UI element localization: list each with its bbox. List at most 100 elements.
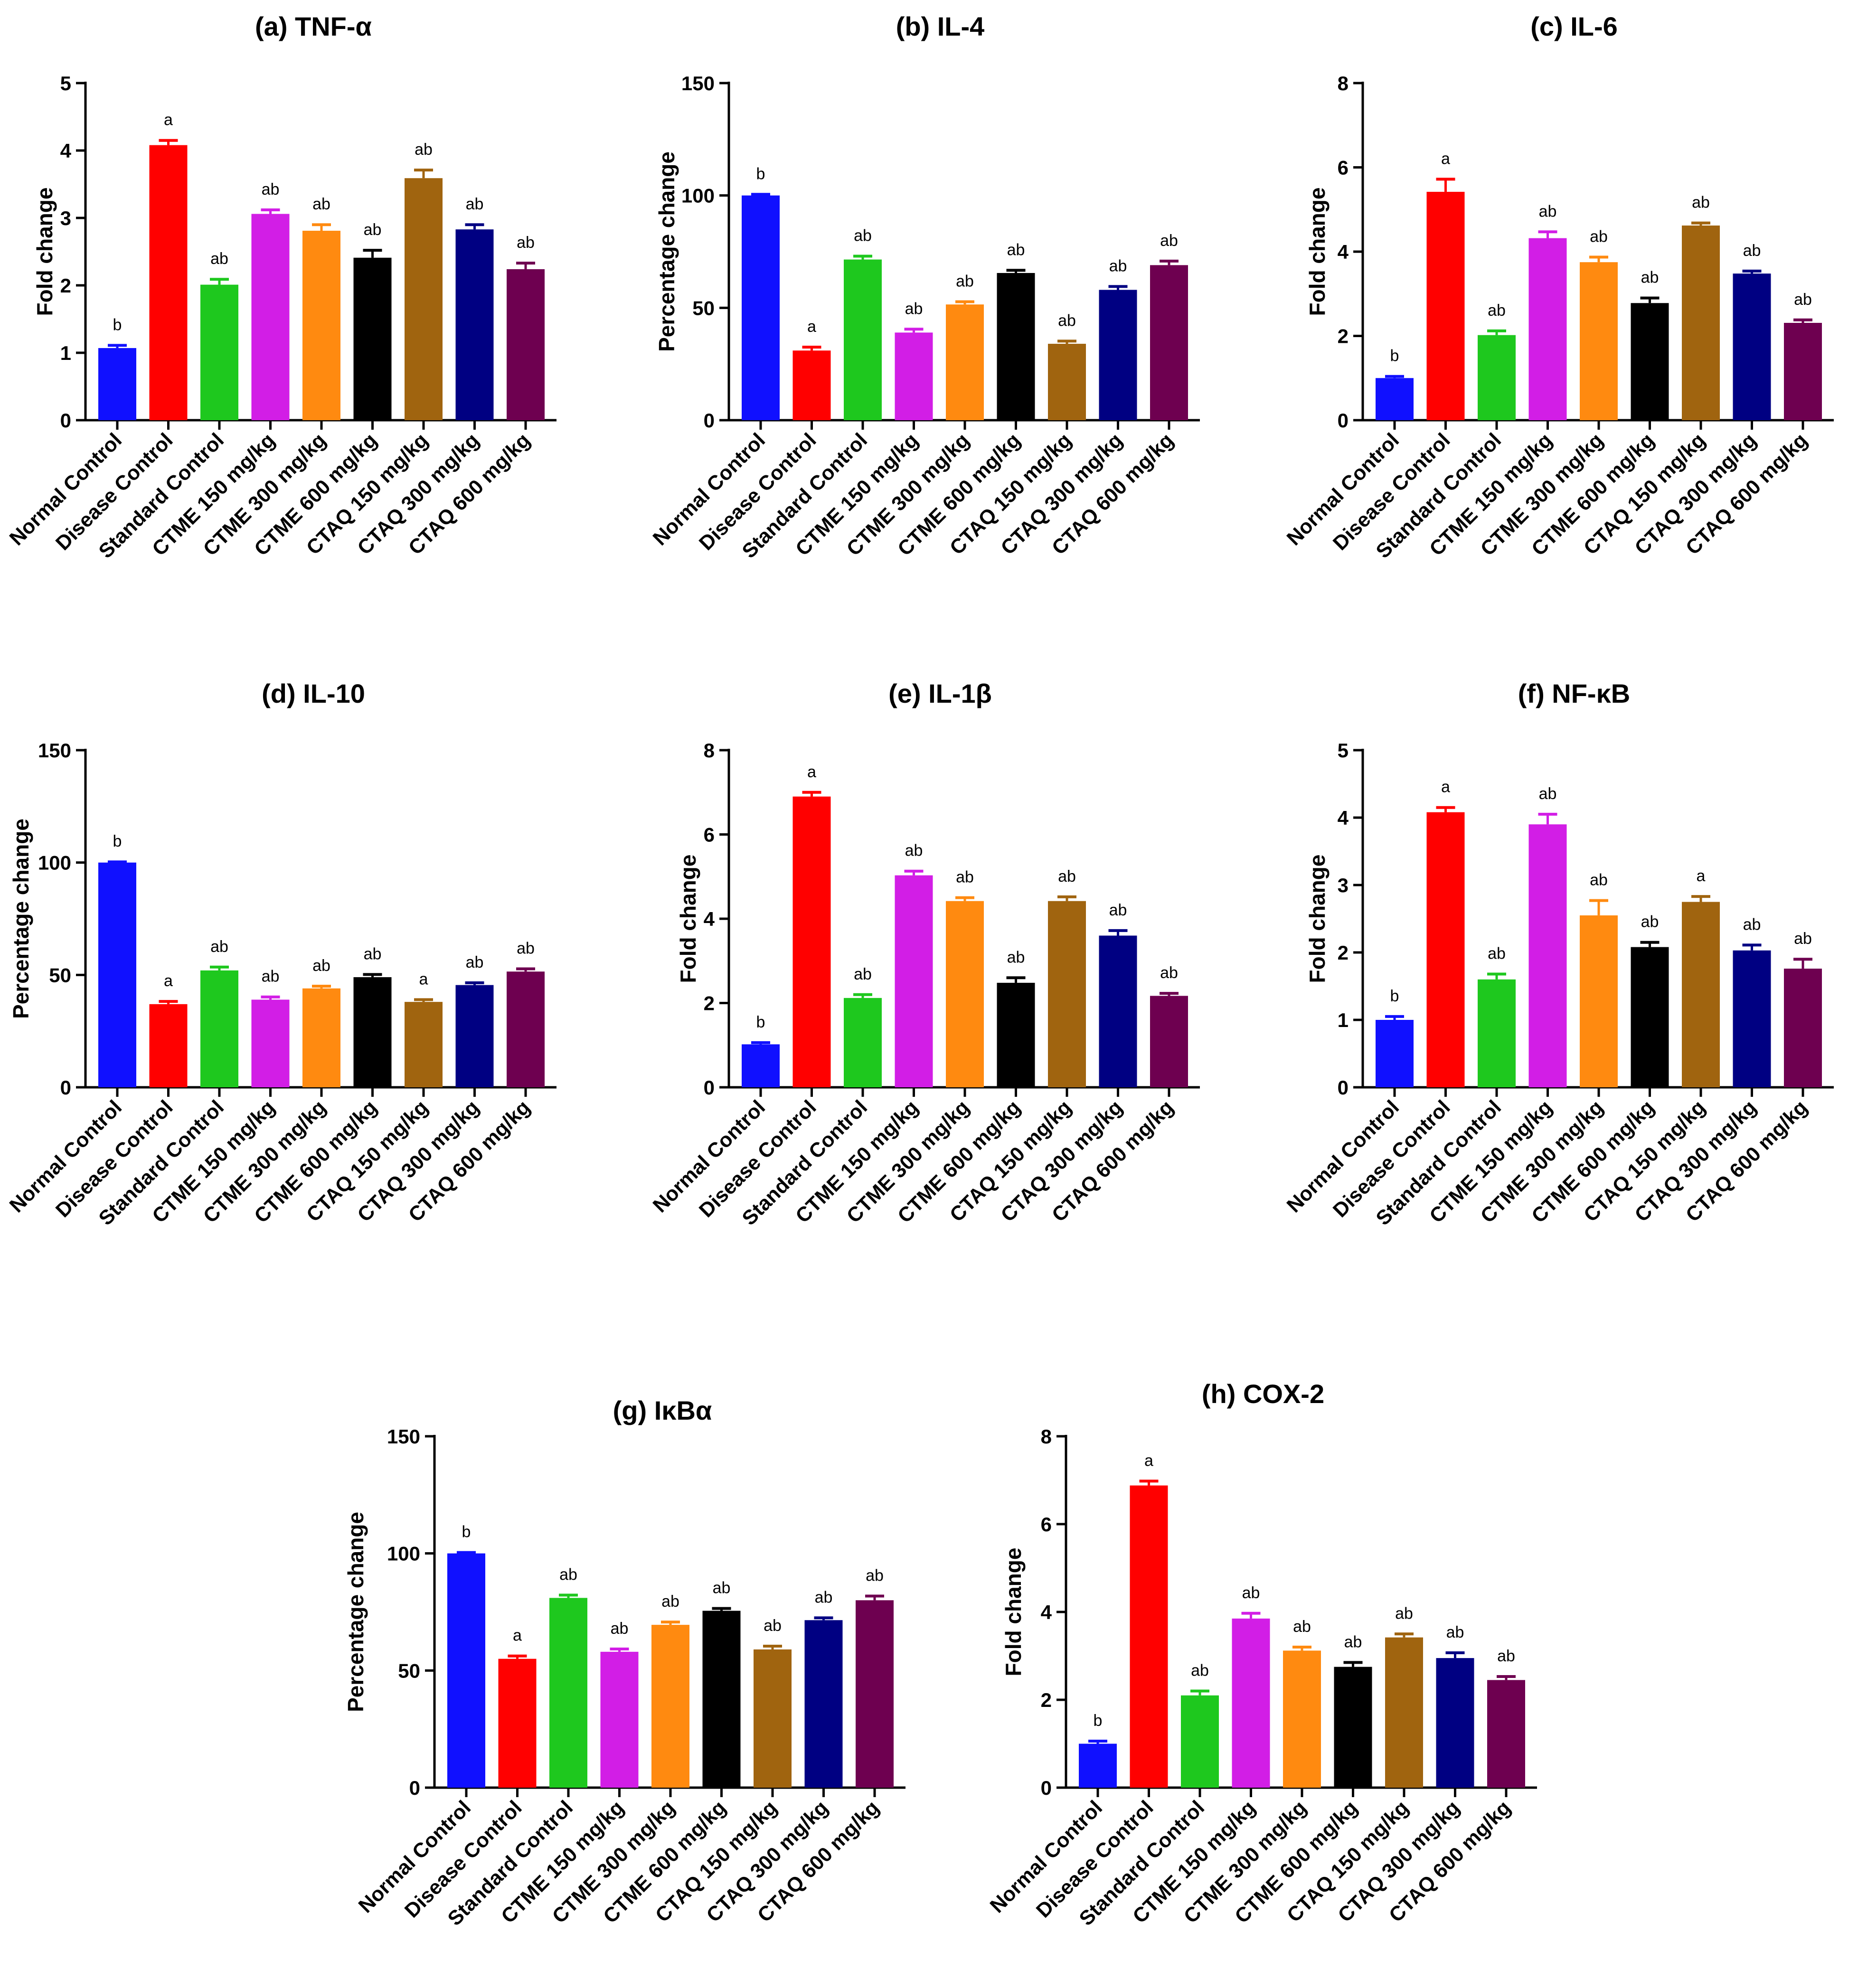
bar [1376, 1020, 1414, 1087]
significance-label: ab [905, 300, 923, 318]
y-tick-label: 6 [1338, 157, 1349, 179]
chart-title: (d) IL-10 [262, 678, 365, 708]
bar [702, 1611, 741, 1788]
bar [251, 214, 290, 420]
bar [353, 257, 392, 420]
y-tick-label: 4 [60, 140, 72, 162]
y-tick-label: 100 [681, 185, 715, 207]
significance-label: a [1144, 1451, 1153, 1470]
y-tick-label: 150 [38, 739, 71, 762]
significance-label: ab [713, 1579, 731, 1597]
bar [507, 269, 545, 420]
y-axis-label: Percentage change [343, 1512, 368, 1712]
significance-label: ab [854, 226, 872, 245]
significance-label: a [1697, 867, 1706, 885]
significance-label: ab [1497, 1647, 1515, 1665]
bar [455, 229, 494, 420]
significance-label: ab [1794, 930, 1812, 948]
y-axis-label: Fold change [32, 188, 57, 316]
significance-label: ab [1446, 1623, 1464, 1641]
bar [1150, 265, 1188, 420]
significance-label: b [756, 1013, 765, 1031]
bar [1580, 262, 1618, 420]
y-tick-label: 1 [1338, 1009, 1349, 1031]
bar [997, 273, 1035, 420]
bar [1784, 322, 1822, 420]
significance-label: ab [1488, 944, 1506, 962]
bar [1048, 901, 1086, 1087]
bar [895, 332, 933, 420]
significance-label: ab [415, 141, 433, 159]
bar [1181, 1695, 1219, 1788]
bar [1334, 1667, 1372, 1788]
bar [804, 1620, 843, 1788]
bar [302, 230, 340, 420]
bar [844, 998, 882, 1087]
bar [754, 1649, 792, 1788]
bar [251, 999, 290, 1087]
significance-label: ab [262, 968, 280, 986]
significance-label: a [164, 111, 173, 129]
significance-label: a [513, 1627, 522, 1645]
bar [1150, 996, 1188, 1087]
significance-label: ab [1743, 915, 1761, 933]
y-tick-label: 0 [60, 409, 71, 432]
bar [1528, 824, 1567, 1087]
significance-label: b [113, 832, 122, 850]
significance-label: ab [312, 957, 330, 975]
significance-label: ab [559, 1565, 577, 1583]
bar [200, 970, 238, 1087]
chart-title: (h) COX-2 [1202, 1379, 1324, 1409]
y-tick-label: 100 [387, 1543, 420, 1565]
y-tick-label: 3 [1338, 874, 1349, 896]
bar [792, 350, 831, 420]
significance-label: ab [1590, 228, 1608, 246]
y-tick-label: 3 [60, 207, 71, 229]
y-tick-label: 2 [1041, 1689, 1052, 1711]
bar [98, 348, 136, 420]
bar [1436, 1658, 1474, 1788]
bar [742, 195, 780, 420]
y-axis-label: Percentage change [654, 151, 679, 352]
bar [1733, 950, 1771, 1087]
y-axis-label: Fold change [1001, 1548, 1026, 1677]
bar [1130, 1485, 1168, 1788]
bar [1528, 238, 1567, 420]
bar [1283, 1650, 1321, 1788]
y-axis-label: Fold change [1305, 855, 1330, 983]
significance-label: ab [1692, 194, 1710, 212]
significance-label: ab [1058, 311, 1076, 330]
bar [405, 1002, 443, 1087]
chart-title: (e) IL-1β [888, 678, 992, 708]
y-tick-label: 6 [704, 824, 715, 846]
y-tick-label: 4 [1041, 1601, 1052, 1623]
significance-label: ab [866, 1566, 884, 1584]
significance-label: ab [956, 868, 974, 886]
significance-label: ab [661, 1592, 679, 1611]
y-tick-label: 4 [704, 908, 715, 930]
bar [405, 178, 443, 420]
bar [1784, 969, 1822, 1087]
y-tick-label: 8 [1041, 1425, 1052, 1448]
bar [1426, 191, 1465, 420]
y-tick-label: 4 [1338, 807, 1349, 829]
y-tick-label: 8 [704, 739, 715, 762]
y-axis-label: Percentage change [9, 819, 33, 1019]
significance-label: b [113, 316, 122, 334]
bar [1733, 273, 1771, 420]
y-axis-label: Fold change [1305, 188, 1330, 316]
y-tick-label: 2 [60, 274, 71, 297]
y-tick-label: 4 [1338, 241, 1349, 263]
y-tick-label: 150 [681, 72, 715, 94]
bar [1385, 1637, 1423, 1788]
significance-label: b [1094, 1712, 1103, 1730]
significance-label: ab [210, 938, 228, 956]
bar [455, 985, 494, 1087]
significance-label: ab [262, 180, 280, 198]
bar [1376, 378, 1414, 420]
y-tick-label: 50 [692, 297, 715, 319]
significance-label: ab [364, 945, 382, 963]
significance-label: ab [905, 842, 923, 860]
